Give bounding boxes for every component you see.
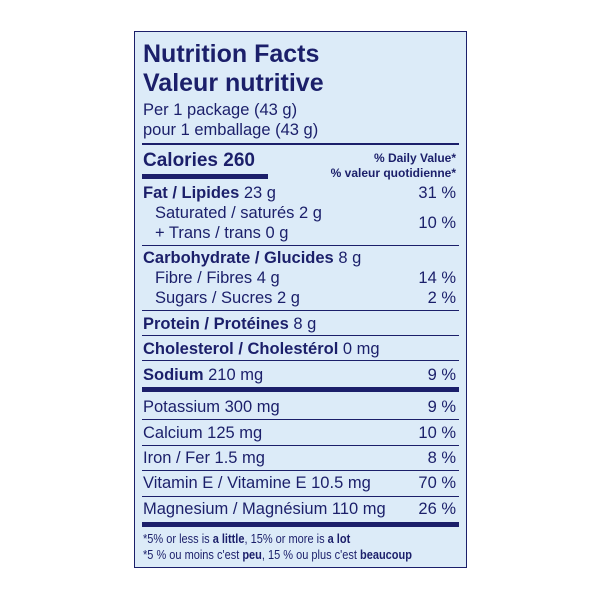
- protein-amount: 8 g: [293, 315, 317, 333]
- magnesium-row: Magnesium / Magnésium 110 mg: [143, 500, 386, 518]
- footnote-fr: *5 % ou moins c'est peu, 15 % ou plus c'…: [143, 549, 412, 562]
- title-en: Nutrition Facts: [143, 40, 320, 68]
- footnote-en: *5% or less is a little, 15% or more is …: [143, 533, 350, 546]
- magnesium-dv: 26 %: [418, 500, 456, 518]
- sodium-dv: 9 %: [427, 366, 456, 384]
- serving-fr: pour 1 emballage (43 g): [143, 121, 319, 139]
- calcium-row: Calcium 125 mg: [143, 424, 263, 442]
- sodium-row: Sodium 210 mg: [143, 367, 263, 384]
- divider: [142, 143, 459, 145]
- fat-label: Fat / Lipides: [143, 184, 240, 202]
- saturated-row: Saturated / saturés 2 g: [155, 204, 322, 222]
- footnote-bold: a little: [212, 532, 245, 546]
- divider: [142, 360, 459, 361]
- divider: [142, 496, 459, 497]
- calcium-dv: 10 %: [418, 424, 456, 442]
- sodium-amount: 210 mg: [208, 366, 264, 384]
- daily-value-fr: % valeur quotidienne*: [330, 166, 456, 180]
- serving-en: Per 1 package (43 g): [143, 101, 298, 119]
- fibre-row: Fibre / Fibres 4 g: [155, 269, 280, 287]
- footnote-bold: a lot: [327, 532, 351, 546]
- fat-row: Fat / Lipides 23 g: [143, 185, 276, 202]
- trans-row: + Trans / trans 0 g: [155, 224, 289, 242]
- footnote-bold: peu: [242, 548, 262, 562]
- fat-dv: 31 %: [418, 184, 456, 202]
- protein-row: Protein / Protéines 8 g: [143, 316, 316, 333]
- carb-amount: 8 g: [338, 249, 362, 267]
- footnote-text: *5% or less is: [143, 532, 213, 546]
- divider: [142, 470, 459, 471]
- potassium-dv: 9 %: [427, 398, 456, 416]
- sugars-dv: 2 %: [427, 289, 456, 307]
- iron-row: Iron / Fer 1.5 mg: [143, 449, 265, 467]
- vitamin-e-dv: 70 %: [418, 474, 456, 492]
- footnote-text: , 15% or more is: [244, 532, 328, 546]
- fat-amount: 23 g: [243, 184, 276, 202]
- footnote-bold: beaucoup: [359, 548, 412, 562]
- sodium-label: Sodium: [143, 366, 204, 384]
- sugars-row: Sugars / Sucres 2 g: [155, 289, 300, 307]
- carb-label: Carbohydrate / Glucides: [143, 249, 334, 267]
- divider: [142, 310, 459, 311]
- footnote-text: *5 % ou moins c'est: [143, 548, 243, 562]
- title-fr: Valeur nutritive: [143, 69, 324, 97]
- daily-value-en: % Daily Value*: [373, 151, 456, 165]
- potassium-row: Potassium 300 mg: [143, 398, 280, 416]
- thick-divider: [142, 387, 459, 392]
- divider: [142, 245, 459, 246]
- divider: [142, 419, 459, 420]
- cholesterol-row: Cholesterol / Cholestérol 0 mg: [143, 341, 380, 358]
- fibre-dv: 14 %: [418, 269, 456, 287]
- footnote-text: , 15 % ou plus c'est: [261, 548, 360, 562]
- vitamin-e-row: Vitamin E / Vitamine E 10.5 mg: [143, 474, 371, 492]
- divider: [142, 445, 459, 446]
- cholesterol-label: Cholesterol / Cholestérol: [143, 340, 339, 358]
- carb-row: Carbohydrate / Glucides 8 g: [143, 250, 361, 267]
- thick-divider: [142, 522, 459, 527]
- cholesterol-amount: 0 mg: [342, 340, 380, 358]
- protein-label: Protein / Protéines: [143, 315, 289, 333]
- nutrition-facts-table: Nutrition Facts Valeur nutritive Per 1 p…: [134, 31, 467, 568]
- sat-trans-dv: 10 %: [418, 214, 456, 232]
- calories: Calories 260: [143, 150, 255, 171]
- iron-dv: 8 %: [427, 449, 456, 467]
- calories-bar: [142, 174, 268, 179]
- divider: [142, 335, 459, 336]
